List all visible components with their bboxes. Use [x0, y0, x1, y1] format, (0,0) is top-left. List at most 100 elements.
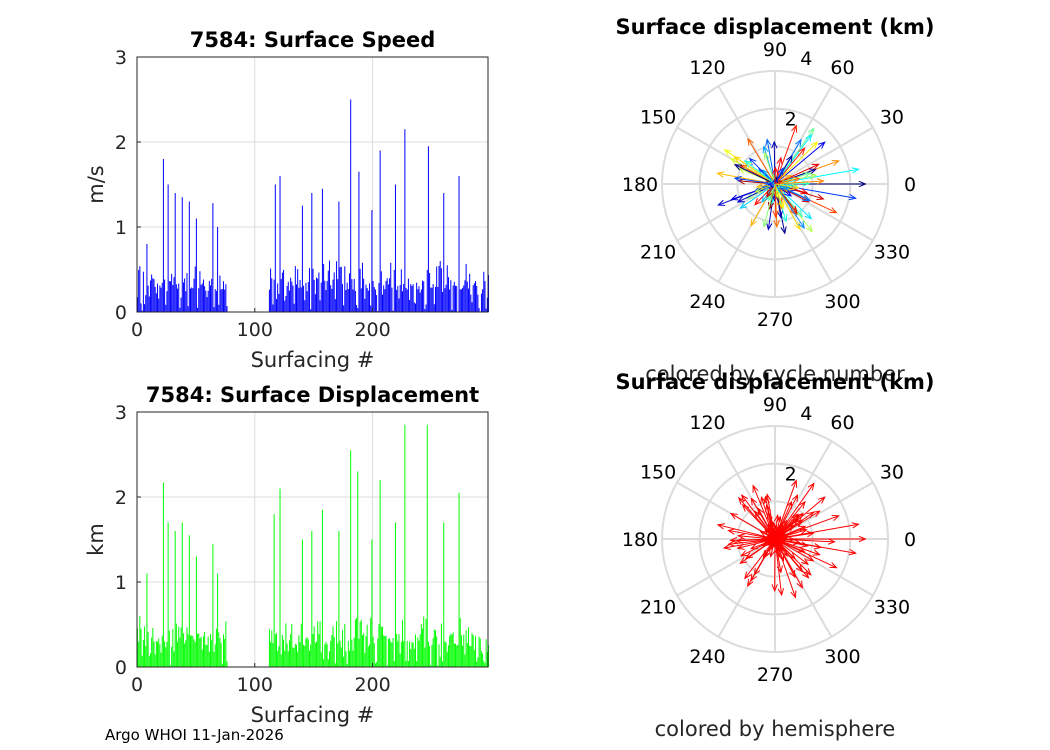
polar-cycle-arrowhead [745, 192, 754, 199]
speed-bar [480, 293, 482, 312]
speed-bar [427, 146, 429, 312]
displacement-bar [277, 651, 279, 667]
polar-hemisphere-arrowhead [848, 549, 857, 556]
polar-hemisphere-vector [770, 521, 776, 540]
displacement-bar [386, 665, 388, 667]
displacement-bar [193, 639, 195, 667]
displacement-bar [142, 639, 144, 667]
polar-hemisphere-arrowhead [795, 564, 804, 573]
displacement-bar [433, 629, 435, 667]
speed-bar [404, 129, 406, 312]
displacement-bar [181, 522, 183, 667]
polar-hemisphere-angle-label: 0 [904, 529, 916, 551]
speed-bar [359, 268, 361, 312]
polar-cycle-arrowhead [733, 155, 742, 163]
speed-bar [417, 289, 419, 312]
polar-cycle-arrowhead [772, 210, 779, 219]
displacement-bar [405, 660, 407, 667]
displacement-bar [360, 619, 362, 667]
displacement-bar [296, 644, 298, 667]
speed-bar [325, 290, 327, 312]
speed-bar [281, 272, 283, 312]
polar-cycle-arrowhead [733, 175, 742, 183]
speed-bar [198, 288, 200, 312]
speed-bar [376, 295, 378, 312]
displacement-bar [197, 633, 199, 667]
speed-bar [443, 193, 445, 312]
displacement-bar [141, 655, 143, 667]
displacement-bar [413, 648, 415, 667]
displacement-bar [158, 638, 160, 667]
displacement-bar [462, 645, 464, 667]
speed-bar [458, 176, 460, 312]
speed-bar [347, 289, 349, 312]
speed-bar [391, 287, 393, 312]
speed-bar [316, 277, 318, 312]
speed-bar [328, 260, 330, 312]
polar-cycle-arrowhead [791, 183, 800, 191]
displacement-bar [393, 661, 395, 667]
polar-cycle-vector [774, 183, 777, 218]
speed-bar [313, 279, 315, 312]
speed-bar [453, 281, 455, 312]
speed-bar [187, 306, 189, 312]
speed-bar [220, 289, 222, 312]
displacement-bar [364, 652, 366, 667]
speed-bar [188, 201, 190, 312]
displacement-bar [185, 640, 187, 667]
speed-bar [320, 282, 322, 312]
displacement-bar [469, 645, 471, 667]
polar-hemisphere-arrowhead [798, 525, 807, 532]
speed-bar [317, 278, 319, 312]
displacement-bar [214, 644, 216, 667]
speed-bar [365, 284, 367, 312]
polar-cycle-arrowhead [792, 176, 801, 183]
polar-cycle-angle-label: 330 [874, 242, 910, 264]
displacement-bar [171, 646, 173, 667]
polar-hemisphere-spoke [774, 440, 833, 540]
speed-bar [337, 279, 339, 312]
polar-hemisphere-vector [737, 538, 776, 549]
displacement-ytick-label: 3 [115, 402, 127, 424]
speed-bar [275, 299, 277, 312]
speed-bar [405, 287, 407, 312]
displacement-bar [471, 633, 473, 667]
polar-hemisphere-arrowhead [858, 535, 867, 543]
polar-cycle-arrowhead [750, 218, 757, 227]
displacement-bar [212, 543, 214, 667]
speed-bar [343, 305, 345, 312]
displacement-bar [286, 643, 288, 667]
displacement-bar [484, 663, 486, 667]
displacement-bar [340, 647, 342, 667]
displacement-bar [321, 509, 323, 667]
speed-bar [450, 280, 452, 312]
polar-cycle-arrowhead [776, 210, 783, 219]
displacement-bar [205, 644, 207, 667]
speed-bar [308, 268, 310, 312]
polar-hemisphere-arrowhead [827, 538, 836, 545]
speed-bar [341, 283, 343, 312]
speed-bar [180, 297, 182, 312]
speed-bar [460, 289, 462, 312]
speed-bar [351, 279, 353, 312]
polar-hemisphere-angle-label: 330 [874, 597, 910, 619]
displacement-bar [178, 626, 180, 667]
speed-bar [185, 291, 187, 312]
displacement-xlabel: Surfacing # [251, 703, 375, 727]
speed-bar [447, 277, 449, 312]
displacement-bar [317, 621, 319, 667]
speed-bar [463, 285, 465, 312]
speed-bar [396, 289, 398, 312]
displacement-bar [161, 635, 163, 667]
polar-cycle-vector [774, 177, 800, 185]
displacement-bar [419, 634, 421, 667]
speed-bar [398, 298, 400, 312]
speed-bar [299, 279, 301, 312]
speed-bar [286, 285, 288, 312]
polar-hemisphere-arrowhead [777, 588, 785, 597]
speed-bar [173, 277, 175, 312]
displacement-bar [220, 642, 222, 667]
speed-bar [192, 288, 194, 312]
polar-cycle-spoke [774, 126, 874, 185]
polar-cycle-arrowhead [733, 164, 742, 171]
